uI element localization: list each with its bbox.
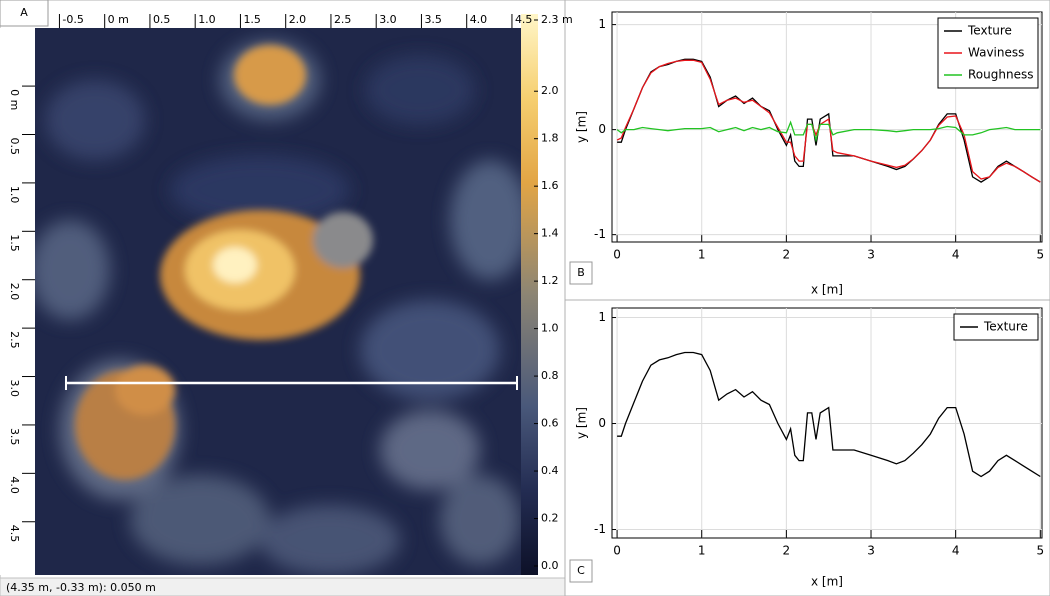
colorbar-label: 1.8 bbox=[541, 132, 559, 145]
colorbar-label: 0.4 bbox=[541, 464, 559, 477]
ruler-label: 2.5 bbox=[8, 331, 21, 349]
x-tick-label: 4 bbox=[952, 544, 960, 558]
x-ruler bbox=[35, 14, 521, 28]
x-tick-label: 3 bbox=[867, 248, 875, 262]
colorbar-label: 0.8 bbox=[541, 369, 559, 382]
series-line bbox=[617, 58, 1041, 183]
colorbar-label: 1.2 bbox=[541, 274, 559, 287]
ruler-label: 1.0 bbox=[8, 186, 21, 204]
ruler-label: 3.0 bbox=[379, 13, 397, 26]
ruler-label: 0.5 bbox=[153, 13, 171, 26]
colorbar-label: 1.0 bbox=[541, 322, 559, 335]
y-ruler bbox=[0, 28, 35, 575]
colorbar-label: 1.4 bbox=[541, 227, 559, 240]
ruler-label: 0 m bbox=[108, 13, 129, 26]
legend-label: Roughness bbox=[968, 68, 1033, 82]
series-line bbox=[616, 120, 1041, 143]
y-tick-label: 1 bbox=[598, 17, 606, 31]
y-tick-label: -1 bbox=[594, 522, 606, 536]
colorbar-label: 2.3 m bbox=[541, 13, 573, 26]
y-tick-label: -1 bbox=[594, 227, 606, 241]
colorbar-label: 0.0 bbox=[541, 559, 559, 572]
legend-label: Waviness bbox=[968, 46, 1024, 60]
ruler-label: 3.5 bbox=[424, 13, 442, 26]
x-axis-label: x [m] bbox=[811, 283, 843, 297]
height-map bbox=[35, 28, 521, 575]
colorbar-label: 1.6 bbox=[541, 179, 559, 192]
status-text: (4.35 m, -0.33 m): 0.050 m bbox=[6, 581, 156, 594]
ruler-label: 1.5 bbox=[8, 234, 21, 252]
panel-label: B bbox=[577, 266, 585, 279]
y-tick-label: 0 bbox=[598, 122, 606, 136]
ruler-label: 4.5 bbox=[515, 13, 533, 26]
y-axis-label: y [m] bbox=[575, 407, 589, 439]
legend-label: Texture bbox=[983, 320, 1028, 334]
x-tick-label: 2 bbox=[783, 544, 791, 558]
panel-label-box bbox=[569, 559, 593, 583]
x-tick-label: 0 bbox=[613, 248, 621, 262]
panel-label-box bbox=[0, 0, 49, 27]
ruler-label: 2.0 bbox=[8, 283, 21, 301]
x-tick-label: 4 bbox=[952, 248, 960, 262]
plot-area bbox=[611, 307, 1043, 539]
y-tick-label: 1 bbox=[598, 310, 606, 324]
ruler-label: 3.5 bbox=[8, 428, 21, 446]
x-tick-label: 3 bbox=[867, 544, 875, 558]
ruler-label: 2.5 bbox=[334, 13, 352, 26]
colorbar-label: 2.0 bbox=[541, 84, 559, 97]
ruler-label: 0.5 bbox=[8, 137, 21, 155]
x-tick-label: 5 bbox=[1036, 248, 1044, 262]
colorbar-label: 0.2 bbox=[541, 512, 559, 525]
x-tick-label: 2 bbox=[783, 248, 791, 262]
x-tick-label: 1 bbox=[698, 544, 706, 558]
ruler-label: 0 m bbox=[8, 89, 21, 110]
y-tick-label: 0 bbox=[598, 416, 606, 430]
colorbar bbox=[521, 14, 538, 575]
x-tick-label: 0 bbox=[613, 544, 621, 558]
panel-label: C bbox=[577, 564, 585, 577]
ruler-label: 4.0 bbox=[8, 476, 21, 494]
x-axis-label: x [m] bbox=[811, 575, 843, 589]
x-tick-label: 5 bbox=[1036, 544, 1044, 558]
legend-label: Texture bbox=[967, 24, 1012, 38]
panel-label: A bbox=[20, 6, 28, 19]
series-line bbox=[617, 351, 1041, 478]
ruler-label: 4.0 bbox=[470, 13, 488, 26]
colorbar-label: 0.6 bbox=[541, 417, 559, 430]
y-axis-label: y [m] bbox=[575, 111, 589, 143]
ruler-label: 4.5 bbox=[8, 525, 21, 543]
ruler-label: 2.0 bbox=[289, 13, 307, 26]
ruler-label: 3.0 bbox=[8, 380, 21, 398]
ruler-label: -0.5 bbox=[62, 13, 83, 26]
ruler-label: 1.5 bbox=[243, 13, 261, 26]
x-tick-label: 1 bbox=[698, 248, 706, 262]
panel-label-box bbox=[569, 261, 593, 285]
ruler-label: 1.0 bbox=[198, 13, 216, 26]
